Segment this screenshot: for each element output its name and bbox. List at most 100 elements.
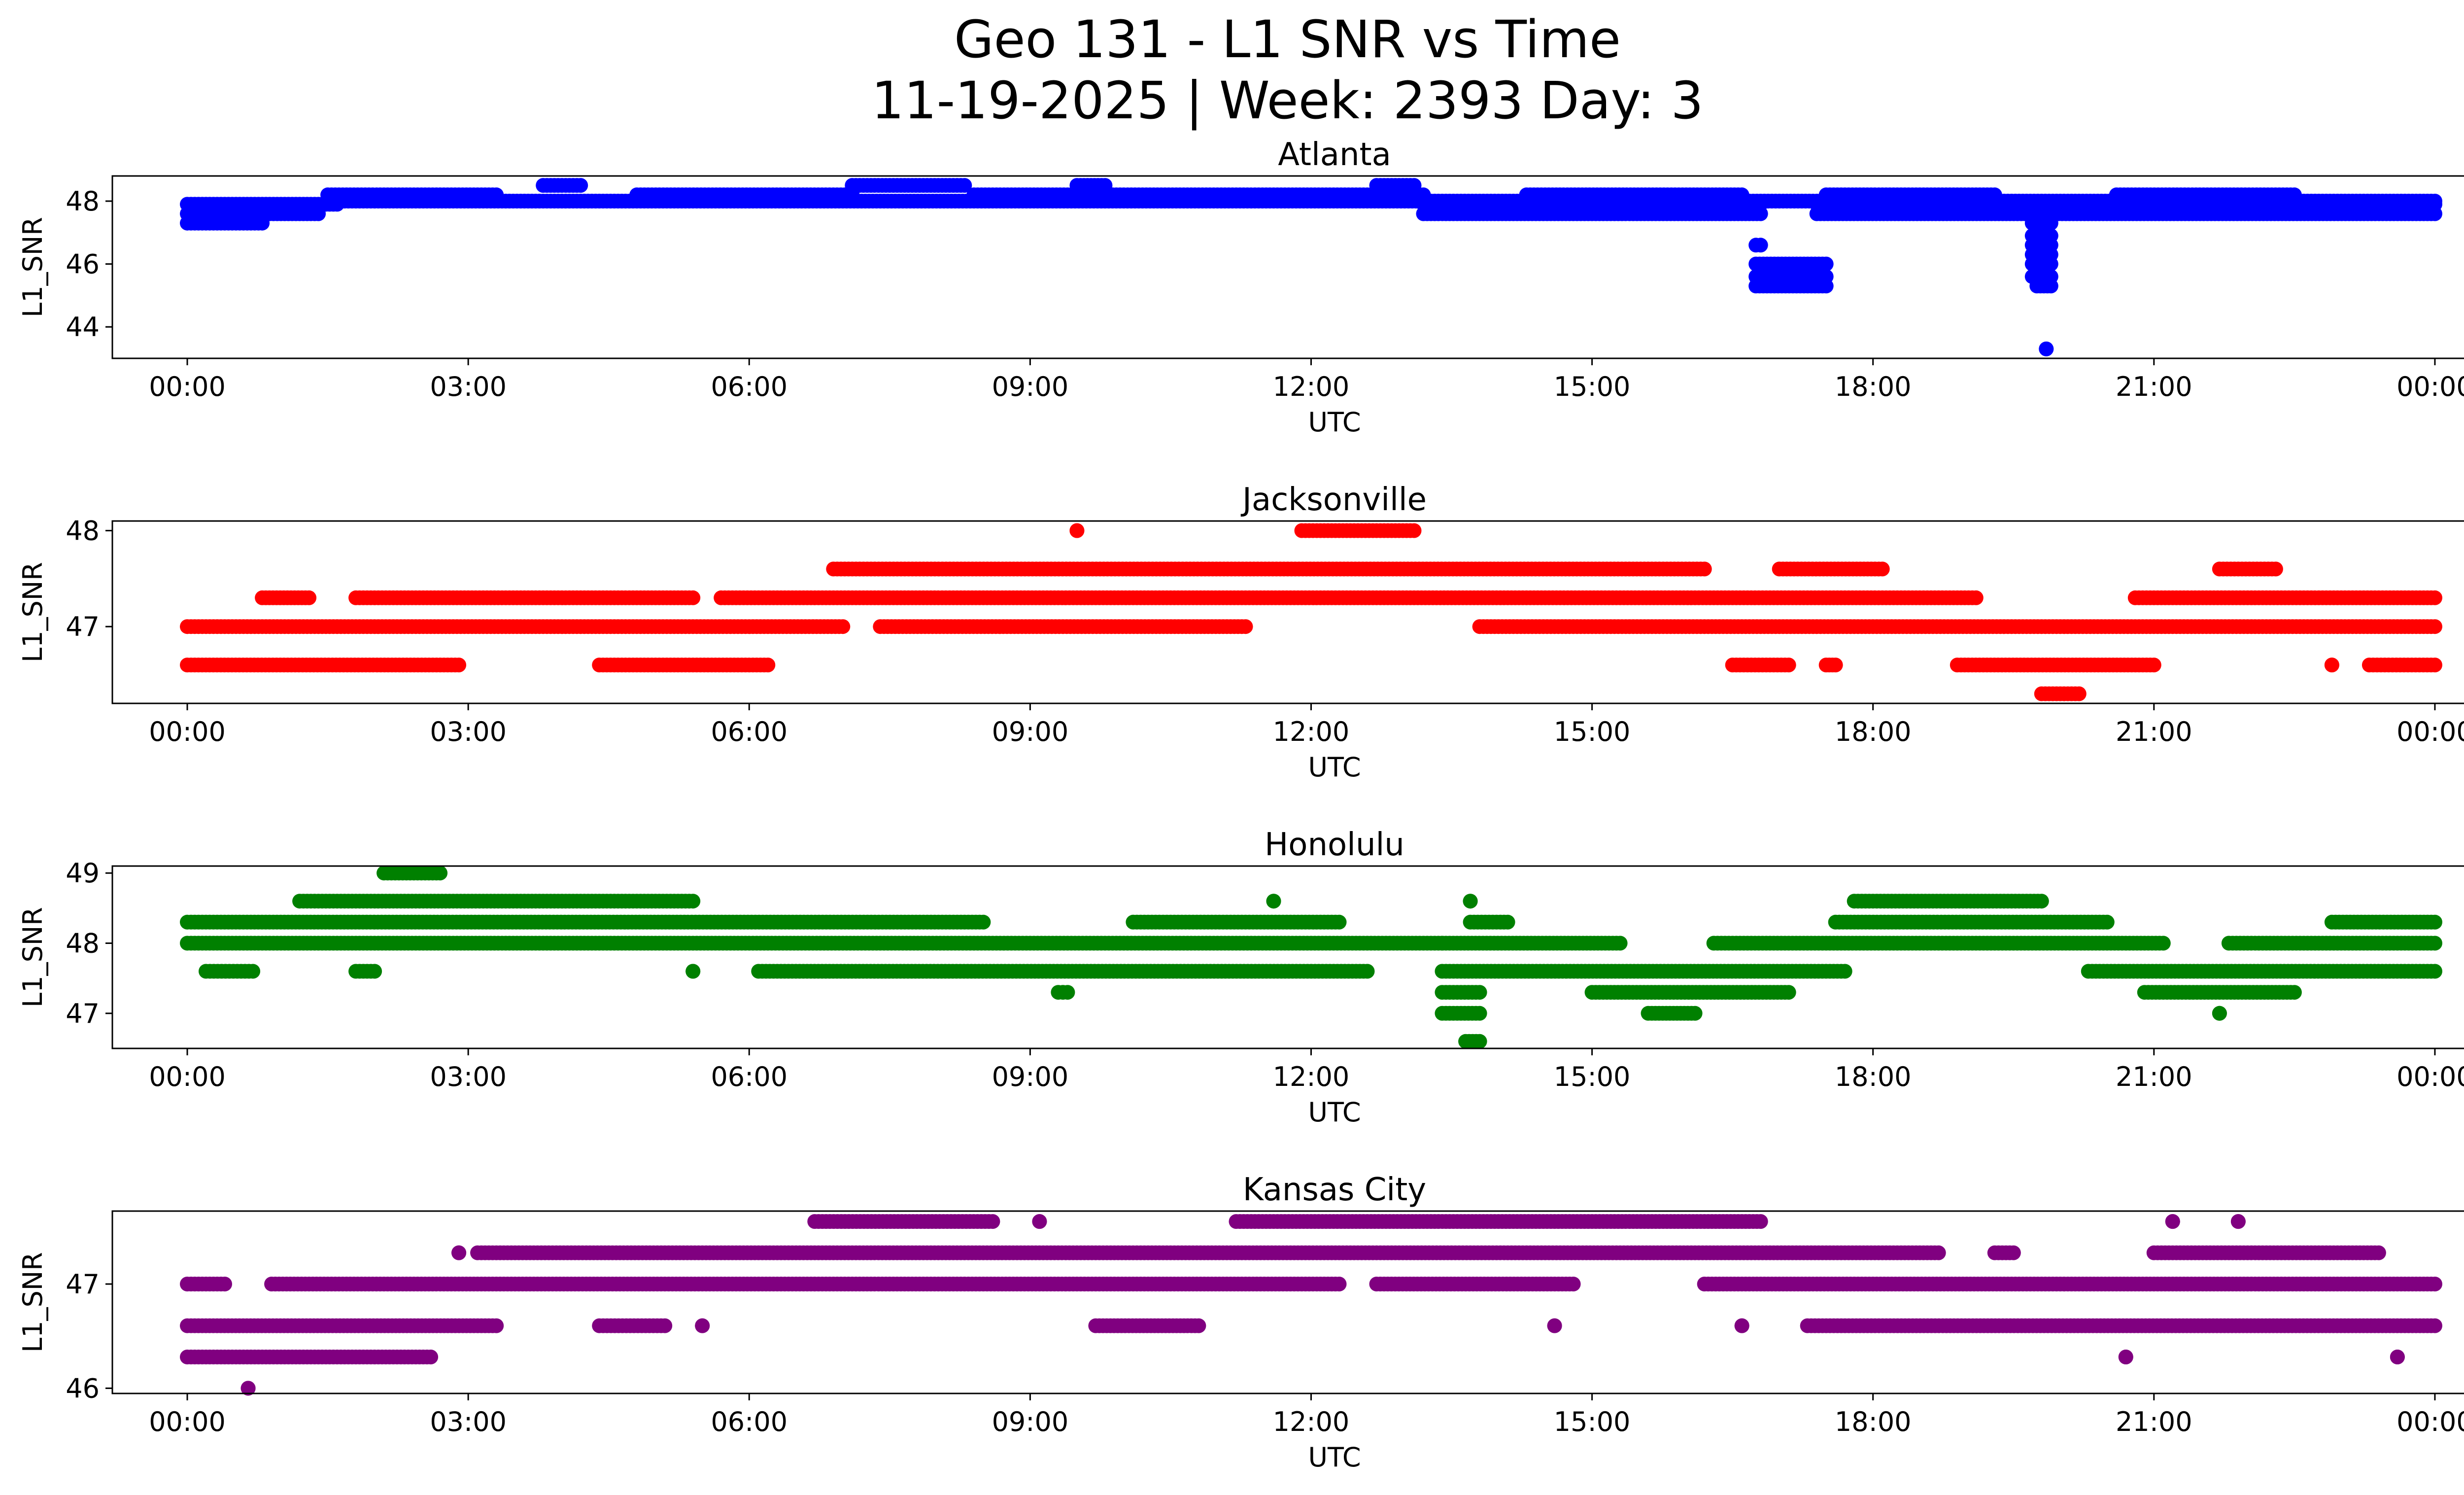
y-tick-label: 46 xyxy=(66,249,100,280)
data-point xyxy=(1472,1006,1487,1021)
data-point xyxy=(1472,985,1487,1000)
y-axis-label: L1_SNR xyxy=(17,562,48,662)
data-point xyxy=(1734,187,1749,203)
data-point xyxy=(2099,914,2115,930)
plot-frame xyxy=(111,520,2464,704)
y-tick-label: 48 xyxy=(66,515,100,546)
figure-title: Geo 131 - L1 SNR vs Time 11-19-2025 | We… xyxy=(0,9,2464,131)
x-tick-label: 06:00 xyxy=(711,371,787,402)
panel-title: Atlanta xyxy=(1278,137,1391,173)
scatter-series-honolulu xyxy=(180,866,2442,1049)
data-point xyxy=(1987,187,2002,203)
x-tick-label: 00:00 xyxy=(149,716,226,747)
data-point xyxy=(1500,914,1515,930)
data-point xyxy=(2428,590,2442,605)
y-tick-label: 47 xyxy=(66,611,100,642)
figure-title-line2: 11-19-2025 | Week: 2393 Day: 3 xyxy=(871,70,1704,131)
panel-jacksonville: Jacksonville 00:00 03:00 06:00 09:00 12:00 15:… xyxy=(17,482,2464,783)
scatter-series-jacksonville xyxy=(180,523,2442,701)
data-point xyxy=(2039,341,2054,356)
x-axis-label: UTC xyxy=(1308,407,1361,438)
data-point xyxy=(1060,985,1075,1000)
data-point xyxy=(1828,658,1843,673)
x-tick-label: 00:00 xyxy=(149,371,226,402)
data-point xyxy=(2287,187,2302,203)
data-point xyxy=(302,590,317,605)
data-point xyxy=(2428,936,2442,951)
data-point xyxy=(1753,238,1768,253)
data-point xyxy=(433,866,448,881)
x-tick-label: 18:00 xyxy=(1835,716,1912,747)
data-point xyxy=(245,964,261,979)
data-point xyxy=(2287,985,2302,1000)
data-point xyxy=(2156,936,2171,951)
data-point xyxy=(1360,964,1375,979)
data-point xyxy=(1238,619,1253,634)
panel-title: Jacksonville xyxy=(1240,482,1427,518)
x-axis-label: UTC xyxy=(1308,752,1361,783)
x-tick-label: 21:00 xyxy=(2116,371,2192,402)
y-tick-label: 48 xyxy=(66,186,100,217)
data-point xyxy=(835,619,851,634)
x-tick-label: 06:00 xyxy=(711,716,787,747)
x-tick-label: 18:00 xyxy=(1835,371,1912,402)
figure-title-line1: Geo 131 - L1 SNR vs Time xyxy=(954,9,1621,70)
data-point xyxy=(2268,561,2283,577)
y-tick-label: 44 xyxy=(66,312,100,343)
y-axis-label: L1_SNR xyxy=(17,217,48,317)
data-point xyxy=(2428,658,2442,673)
data-point xyxy=(2212,1006,2227,1021)
panel-atlanta: Atlanta 00:00 03:00 06:00 09:00 12:00 15:00 18:… xyxy=(17,137,2464,438)
data-point xyxy=(1697,561,1712,577)
data-point xyxy=(1406,523,1422,538)
data-point xyxy=(1753,197,1768,212)
data-point xyxy=(2146,658,2161,673)
data-point xyxy=(1332,914,1347,930)
data-point xyxy=(1463,894,1478,909)
data-point xyxy=(976,914,991,930)
x-tick-label: 09:00 xyxy=(992,371,1069,402)
x-tick-label: 15:00 xyxy=(1554,371,1631,402)
x-tick-label: 00:00 xyxy=(2396,371,2464,402)
x-tick-label: 21:00 xyxy=(2116,716,2192,747)
data-point xyxy=(760,658,776,673)
data-point xyxy=(2324,658,2339,673)
data-point xyxy=(685,894,701,909)
data-point xyxy=(1818,278,1834,294)
data-point xyxy=(367,964,382,979)
x-tick-label: 03:00 xyxy=(430,371,507,402)
data-point xyxy=(1781,658,1796,673)
data-point xyxy=(2034,894,2049,909)
data-point xyxy=(685,964,701,979)
data-point xyxy=(2071,686,2087,701)
scatter-series-atlanta xyxy=(180,178,2442,356)
data-point xyxy=(451,658,467,673)
data-point xyxy=(2428,964,2442,979)
data-point xyxy=(1069,523,1085,538)
data-point xyxy=(1687,1006,1703,1021)
data-point xyxy=(489,187,504,203)
data-point xyxy=(1612,936,1628,951)
data-point xyxy=(2043,278,2058,294)
data-point xyxy=(1266,894,1281,909)
data-point xyxy=(1837,964,1852,979)
panel-title: Honolulu xyxy=(1265,827,1404,863)
x-tick-label: 09:00 xyxy=(992,716,1069,747)
data-point xyxy=(1875,561,1890,577)
data-point xyxy=(573,178,588,193)
data-point xyxy=(1097,178,1113,193)
x-tick-label: 00:00 xyxy=(2396,716,2464,747)
x-tick-label: 12:00 xyxy=(1273,371,1350,402)
data-point xyxy=(1968,590,1984,605)
data-point xyxy=(685,590,701,605)
x-tick-label: 03:00 xyxy=(430,716,507,747)
data-point xyxy=(1406,178,1422,193)
x-tick-label: 12:00 xyxy=(1273,716,1350,747)
data-point xyxy=(2428,619,2442,634)
data-point xyxy=(2428,197,2442,212)
data-point xyxy=(1472,1034,1487,1049)
x-tick-label: 15:00 xyxy=(1554,716,1631,747)
data-point xyxy=(957,178,972,193)
